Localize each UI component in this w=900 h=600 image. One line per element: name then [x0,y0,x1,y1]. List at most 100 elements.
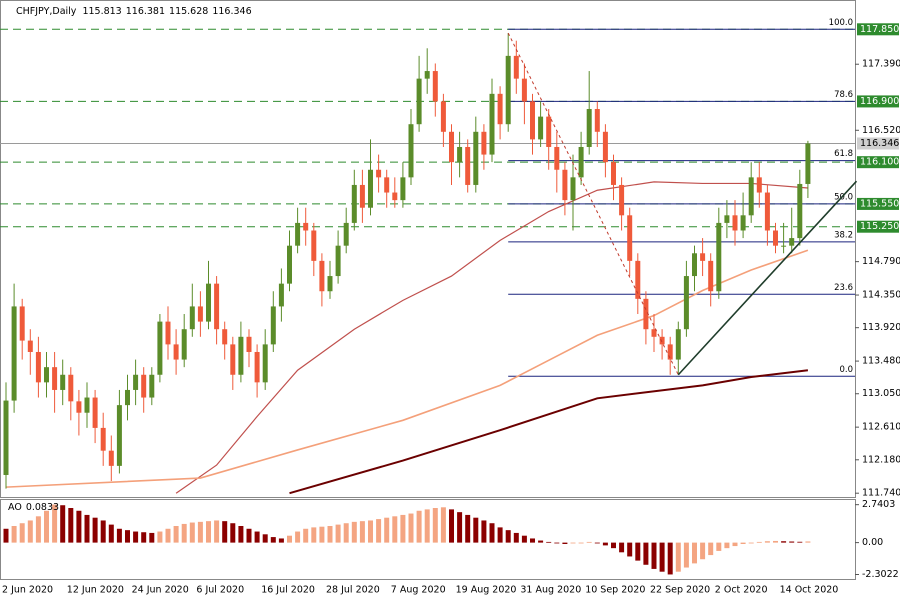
x-tick-label: 19 Aug 2020 [456,585,517,596]
ao-bar [449,509,454,543]
x-tick-label: 31 Aug 2020 [520,585,581,596]
y-tick-label: 112.610 [862,422,900,433]
ao-bar [116,528,122,543]
ao-bar [359,521,365,543]
candle-body [773,230,778,246]
ao-bar [165,528,171,543]
candle-body [440,101,446,132]
ao-bar [400,514,406,543]
ao-bar [724,542,730,549]
ao-bar [659,542,665,572]
y-tick-label: 113.050 [862,388,900,399]
candle-body [35,351,41,383]
ao-bar [683,542,689,568]
x-tick-label: 28 Jul 2020 [326,585,380,596]
ao-bar [432,508,438,543]
x-tick-label: 16 Jul 2020 [261,585,315,596]
x-tick-label: 10 Sep 2020 [585,585,645,596]
price-level-label: 117.850 [860,24,899,35]
y-tick-label: 117.390 [862,59,900,70]
candle-body [303,222,309,231]
ao-bar [84,514,90,543]
candle-body [214,283,220,330]
candle-body [327,276,333,292]
ao-bar [667,542,673,575]
ao-bar [206,521,211,543]
ao-bar [133,531,139,543]
y-tick-label: 112.180 [862,454,900,465]
moving-average [289,369,809,495]
ao-bar [700,542,706,560]
candle-body [619,184,625,216]
ao-bar [343,523,349,543]
candle-body [424,71,430,79]
candle-body [789,238,795,246]
candle-body [432,71,438,102]
fib-label: 100.0 [829,18,853,28]
candle-body [157,321,163,375]
price-level-label: 115.550 [860,198,899,209]
candle-body [262,344,268,383]
ao-bar [303,528,309,543]
candle-body [570,177,576,201]
ao-bar [3,528,9,543]
last-high: 116.381 [126,6,165,17]
ao-bar [416,510,422,543]
fib-label: 61.8 [834,149,853,159]
ao-tick-label: 2.7403 [862,499,895,510]
ao-bar [635,542,641,561]
ao-bar [748,542,754,544]
ao-bar [481,520,487,543]
ao-bar [254,531,260,543]
candle-body [238,336,244,375]
ao-bar [408,513,414,543]
ao-bar [797,541,803,543]
ao-bar [440,507,446,543]
candle-body [173,344,179,360]
ao-bar [92,517,98,543]
ao-bar [189,522,195,543]
ao-bar [627,542,633,557]
candle-body [756,177,762,193]
ao-bar [125,530,130,543]
ao-bar [149,532,155,543]
candle-body [805,143,811,184]
candle-body [108,450,114,466]
x-tick-label: 14 Oct 2020 [780,585,839,596]
ao-bar [570,542,576,544]
candle-body [278,283,284,307]
candle-body [197,306,203,322]
candle-body [732,215,738,231]
candle-body [675,329,681,360]
ao-bar [157,531,163,543]
last-price-label: 116.346 [860,138,899,149]
candle-body [602,131,608,163]
candle-body [716,222,722,292]
candle-body [513,55,519,79]
y-tick-label: 113.480 [862,356,900,367]
x-tick-label: 22 Sep 2020 [650,585,710,596]
ao-bar [197,521,203,543]
ao-bar [11,526,17,543]
candle-body [68,374,74,402]
ao-bar [530,538,535,543]
ao-bar [68,508,74,543]
candle-body [700,253,706,261]
candle-body [659,336,665,345]
symbol-title: CHFJPY,Daily [16,6,77,17]
price-level-label: 115.250 [860,221,899,232]
candle-body [335,245,341,277]
candle-body [100,427,106,451]
ao-bar [594,542,600,544]
fib-label: 0.0 [839,365,853,375]
candle-body [319,260,325,292]
candle-body [11,306,17,401]
ao-title: AO [8,502,22,513]
ao-bar [368,520,373,543]
ao-bar [141,532,147,543]
ao-bar [27,520,33,543]
candle-body [489,93,495,155]
ao-bar [764,541,770,543]
ao-bar [222,521,228,543]
ao-bar [230,523,236,543]
